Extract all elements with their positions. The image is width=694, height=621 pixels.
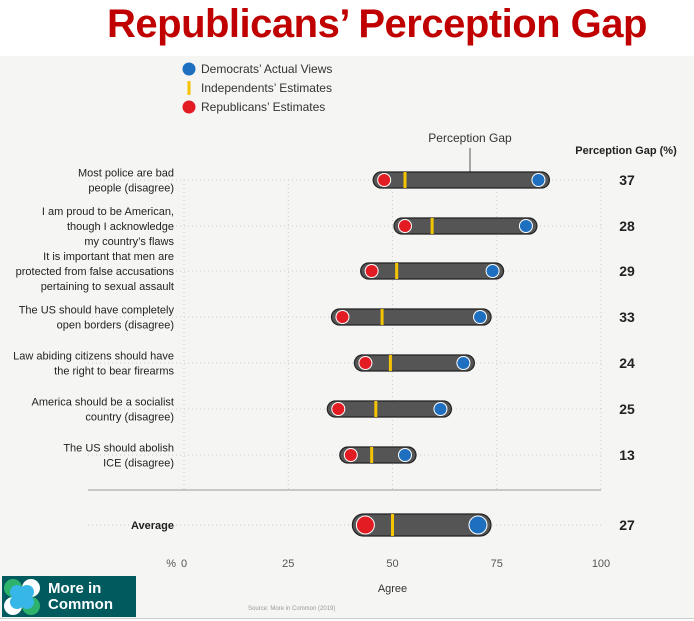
perception-gap-chart: Democrats’ Actual Views Independents’ Est… (13, 62, 677, 612)
republicans-estimate-dot (343, 448, 358, 462)
chart-panel: Democrats’ Actual Views Independents’ Est… (0, 56, 694, 619)
row-label: Average (131, 520, 174, 532)
row-label: protected from false accusations (16, 266, 175, 278)
gap-value: 28 (619, 218, 635, 234)
x-tick-label: 50 (386, 558, 398, 570)
democrats-actual-dot (433, 402, 448, 416)
republicans-estimate-dot (358, 356, 373, 370)
independents-estimate-mark (380, 309, 384, 325)
republicans-estimate-dot (377, 173, 392, 187)
independents-estimate-mark (403, 172, 407, 188)
legend-label: Independents’ Estimates (201, 81, 332, 95)
gap-bar (339, 446, 417, 464)
gap-value: 29 (619, 263, 635, 279)
legend-independents-marker (187, 81, 191, 95)
row-label: America should be a socialist (32, 397, 174, 409)
republicans-estimate-dot (364, 264, 379, 278)
row-label: The US should have completely (19, 305, 175, 317)
gap-value: 24 (619, 355, 635, 371)
gap-value: 25 (619, 401, 635, 417)
gap-bar (360, 262, 505, 280)
legend-label: Democrats’ Actual Views (201, 62, 332, 76)
row-label: I am proud to be American, (42, 206, 174, 218)
democrats-actual-dot (456, 356, 471, 370)
gap-column-header: Perception Gap (%) (575, 145, 677, 157)
independents-estimate-mark (395, 263, 399, 279)
democrats-actual-dot (398, 448, 413, 462)
row-label: Law abiding citizens should have (13, 351, 174, 363)
republicans-estimate-dot (331, 402, 346, 416)
independents-estimate-mark (370, 447, 374, 463)
logo-mark-icon (4, 578, 40, 615)
democrats-actual-dot (531, 173, 546, 187)
republicans-estimate-dot (355, 515, 375, 535)
democrats-actual-dot (518, 219, 533, 233)
independents-estimate-mark (388, 355, 392, 371)
gap-value: 37 (619, 172, 635, 188)
gap-bar (351, 513, 492, 537)
perception-gap-annotation: Perception Gap (428, 131, 512, 145)
legend-label: Republicans’ Estimates (201, 100, 325, 114)
gap-bar (393, 217, 538, 235)
democrats-actual-dot (473, 310, 488, 324)
legend-democrats-marker (182, 62, 196, 76)
x-unit-label: % (166, 558, 176, 570)
republicans-estimate-dot (398, 219, 413, 233)
x-tick-label: 100 (592, 558, 610, 570)
gap-value: 27 (619, 517, 635, 533)
row-label: open borders (disagree) (57, 320, 174, 332)
source-note: Source: More in Common (2019) (248, 606, 335, 612)
x-tick-label: 75 (491, 558, 503, 570)
gap-bar (326, 400, 453, 418)
gap-bar (330, 308, 492, 326)
page-title: Republicans’ Perception Gap (107, 2, 647, 46)
x-tick-label: 0 (181, 558, 187, 570)
democrats-actual-dot (485, 264, 500, 278)
row-label: though I acknowledge (67, 221, 174, 233)
x-axis-label: Agree (378, 583, 407, 595)
republicans-estimate-dot (335, 310, 350, 324)
democrats-actual-dot (468, 515, 488, 535)
row-label: The US should abolish (63, 443, 174, 455)
row-label: Most police are bad (78, 168, 174, 180)
row-label: pertaining to sexual assault (41, 281, 174, 293)
independents-estimate-mark (430, 218, 434, 234)
logo-text-line1: More in (48, 579, 102, 597)
row-label: my country’s flaws (84, 236, 174, 248)
gap-bar (372, 171, 551, 189)
x-tick-label: 25 (282, 558, 294, 570)
row-label: ICE (disagree) (103, 458, 174, 470)
row-label: people (disagree) (88, 183, 174, 195)
more-in-common-logo: More in Common (2, 576, 136, 617)
gap-value: 33 (619, 309, 635, 325)
gap-value: 13 (619, 447, 635, 463)
gap-bar (353, 354, 475, 372)
row-label: the right to bear firearms (54, 366, 174, 378)
logo-text-line2: Common (48, 595, 113, 613)
row-label: country (disagree) (85, 412, 174, 424)
independents-estimate-mark (374, 401, 378, 417)
legend-republicans-marker (182, 100, 196, 114)
row-label: It is important that men are (43, 251, 174, 263)
independents-estimate-mark (391, 514, 394, 536)
